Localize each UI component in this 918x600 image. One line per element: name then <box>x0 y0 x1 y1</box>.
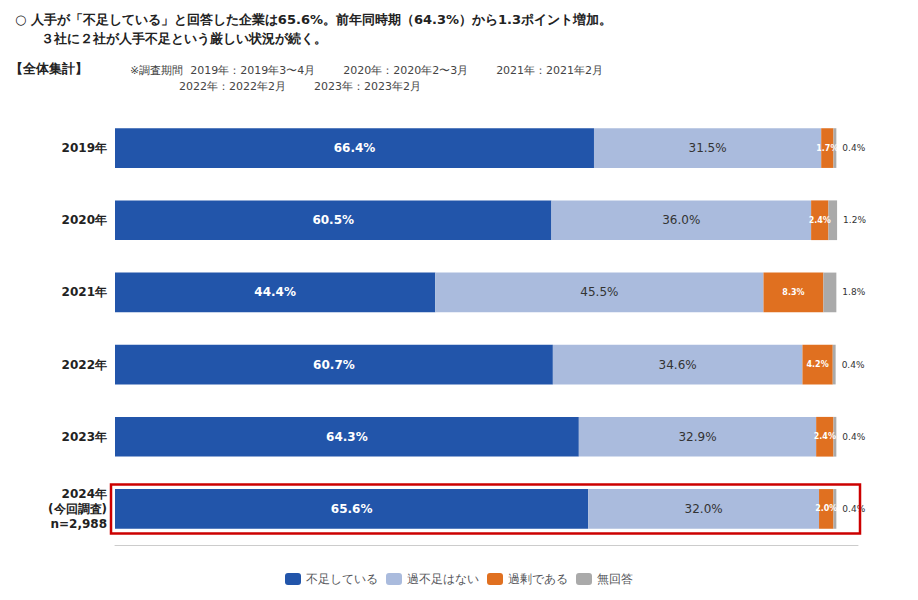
svg-text:2022年: 2022年 <box>62 358 107 372</box>
svg-text:【全体集計】: 【全体集計】 <box>10 61 88 76</box>
svg-text:過不足はない: 過不足はない <box>407 572 479 586</box>
svg-text:64.3%: 64.3% <box>326 430 368 444</box>
svg-text:2022年：2022年2月 2023年：202: 2022年：2022年2月 2023年：2023年2月 <box>130 80 421 93</box>
svg-text:36.0%: 36.0% <box>662 213 700 227</box>
svg-text:32.0%: 32.0% <box>685 502 723 516</box>
svg-text:45.5%: 45.5% <box>580 285 618 299</box>
svg-text:4.2%: 4.2% <box>807 360 829 369</box>
svg-text:31.5%: 31.5% <box>689 141 727 155</box>
svg-text:2.4%: 2.4% <box>809 216 831 225</box>
svg-text:※調査期間 2019年：2019年3〜4月: ※調査期間 2019年：2019年3〜4月 2020年：2020年2〜3月 20… <box>130 64 603 77</box>
svg-text:60.7%: 60.7% <box>313 358 355 372</box>
svg-text:３社に２社が人手不足という厳しい状況が続く。: ３社に２社が人手不足という厳しい状況が続く。 <box>15 31 327 46</box>
svg-text:2020年: 2020年 <box>62 213 107 227</box>
svg-text:過剰である: 過剰である <box>508 572 568 586</box>
svg-text:32.9%: 32.9% <box>678 430 716 444</box>
svg-text:8.3%: 8.3% <box>782 288 804 297</box>
svg-text:0.4%: 0.4% <box>842 432 865 442</box>
svg-text:0.4%: 0.4% <box>842 360 865 370</box>
svg-text:34.6%: 34.6% <box>659 358 697 372</box>
svg-text:2.0%: 2.0% <box>815 504 837 513</box>
svg-text:不足している: 不足している <box>306 572 378 586</box>
svg-text:1.8%: 1.8% <box>842 287 865 297</box>
svg-text:1.2%: 1.2% <box>843 215 866 225</box>
svg-text:無回答: 無回答 <box>597 572 633 586</box>
svg-text:2021年: 2021年 <box>62 285 107 299</box>
svg-text:2023年: 2023年 <box>62 430 107 444</box>
svg-text:66.4%: 66.4% <box>334 141 376 155</box>
svg-text:0.4%: 0.4% <box>842 504 865 514</box>
svg-text:1.7%: 1.7% <box>816 144 838 153</box>
svg-text:65.6%: 65.6% <box>331 502 373 516</box>
svg-text:2019年: 2019年 <box>62 141 107 155</box>
svg-text:0.4%: 0.4% <box>842 143 865 153</box>
svg-text:n=2,988: n=2,988 <box>50 517 107 531</box>
svg-text:44.4%: 44.4% <box>254 285 296 299</box>
svg-text:2024年: 2024年 <box>62 487 107 501</box>
svg-text:○ 人手が「不足している」と回答した企業は65.6%。前年同: ○ 人手が「不足している」と回答した企業は65.6%。前年同時期（64.3%）か… <box>15 12 612 27</box>
svg-text:2.4%: 2.4% <box>814 432 836 441</box>
svg-text:(今回調査): (今回調査) <box>48 502 107 516</box>
svg-text:60.5%: 60.5% <box>312 213 354 227</box>
